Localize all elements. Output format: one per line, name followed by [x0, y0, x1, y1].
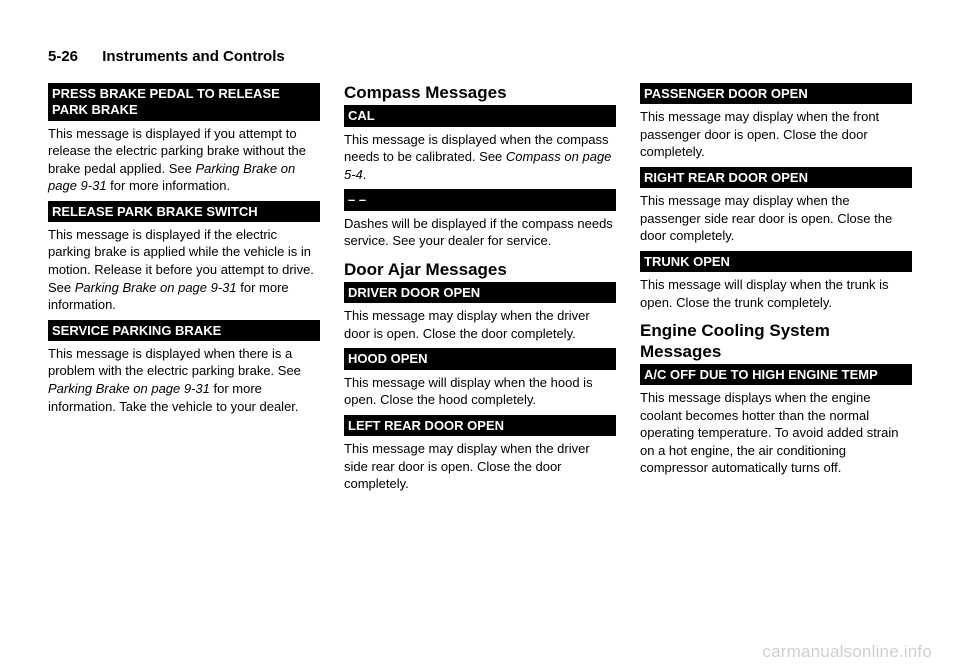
column-layout: PRESS BRAKE PEDAL TO RELEASE PARK BRAKE …: [48, 83, 912, 495]
column-3: PASSENGER DOOR OPEN This message may dis…: [640, 83, 912, 495]
section-title: Door Ajar Messages: [344, 260, 616, 280]
msg-heading: PRESS BRAKE PEDAL TO RELEASE PARK BRAKE: [48, 83, 320, 121]
manual-page: 5-26 Instruments and Controls PRESS BRAK…: [0, 0, 960, 515]
msg-body: This message will display when the trunk…: [640, 276, 912, 311]
msg-heading: HOOD OPEN: [344, 348, 616, 369]
page-number: 5-26: [48, 48, 78, 65]
msg-body: This message is displayed if you attempt…: [48, 125, 320, 195]
column-1: PRESS BRAKE PEDAL TO RELEASE PARK BRAKE …: [48, 83, 320, 495]
column-2: Compass Messages CAL This message is dis…: [344, 83, 616, 495]
msg-heading: CAL: [344, 105, 616, 126]
msg-body: This message displays when the engine co…: [640, 389, 912, 477]
msg-body: This message may display when the driver…: [344, 440, 616, 493]
msg-heading: LEFT REAR DOOR OPEN: [344, 415, 616, 436]
msg-heading: RELEASE PARK BRAKE SWITCH: [48, 201, 320, 222]
msg-heading: A/C OFF DUE TO HIGH ENGINE TEMP: [640, 364, 912, 385]
msg-body: This message may display when the passen…: [640, 192, 912, 245]
msg-heading: DRIVER DOOR OPEN: [344, 282, 616, 303]
page-header: 5-26 Instruments and Controls: [48, 48, 912, 65]
msg-heading: PASSENGER DOOR OPEN: [640, 83, 912, 104]
msg-body: This message will display when the hood …: [344, 374, 616, 409]
msg-body: This message may display when the front …: [640, 108, 912, 161]
section-title: Compass Messages: [344, 83, 616, 103]
chapter-title: Instruments and Controls: [102, 48, 285, 65]
msg-body: This message is displayed when there is …: [48, 345, 320, 415]
msg-body: Dashes will be displayed if the compass …: [344, 215, 616, 250]
watermark: carmanualsonline.info: [762, 642, 932, 662]
msg-heading: – –: [344, 189, 616, 210]
msg-body: This message is displayed if the electri…: [48, 226, 320, 314]
msg-body: This message may display when the driver…: [344, 307, 616, 342]
msg-heading: SERVICE PARKING BRAKE: [48, 320, 320, 341]
msg-heading: TRUNK OPEN: [640, 251, 912, 272]
section-title: Engine Cooling System Messages: [640, 321, 912, 362]
msg-heading: RIGHT REAR DOOR OPEN: [640, 167, 912, 188]
msg-body: This message is displayed when the compa…: [344, 131, 616, 184]
